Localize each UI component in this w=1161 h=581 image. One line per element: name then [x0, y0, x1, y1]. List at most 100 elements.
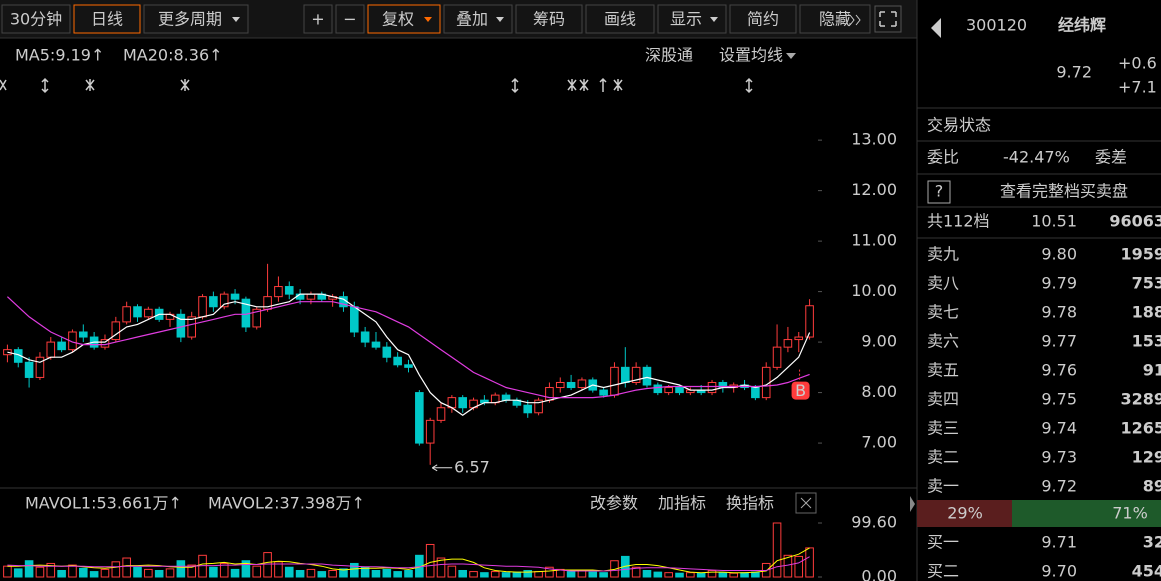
candle-body: [566, 381, 576, 389]
candle-body: [523, 404, 533, 414]
candle-body: [425, 419, 435, 444]
candle-body: [122, 306, 131, 323]
book-level: 卖三: [927, 419, 959, 438]
toolbar-button-label: −: [343, 10, 356, 29]
event-markers: [0, 77, 753, 94]
volume-bar: [675, 572, 684, 578]
close-box[interactable]: [795, 492, 817, 514]
book-level: 卖四: [927, 390, 959, 409]
levels-price: 10.51: [1031, 212, 1077, 231]
volume-bar: [3, 565, 12, 578]
toolbar-button-label: 画线: [604, 10, 636, 29]
volume-bar: [176, 560, 186, 578]
book-level: 卖七: [927, 303, 959, 322]
diff-label: 委差: [1095, 148, 1127, 167]
candle-body: [187, 316, 196, 338]
volume-bar: [230, 568, 240, 578]
volume-link[interactable]: 加指标: [658, 494, 706, 513]
candle-body: [501, 394, 511, 401]
full-book-link[interactable]: 查看完整档买卖盘: [1000, 182, 1128, 201]
fullscreen-button[interactable]: [874, 5, 902, 33]
more-arrow: [849, 14, 861, 26]
candle-body: [621, 366, 630, 383]
volume-bar: [566, 571, 576, 578]
ask-ratio-bar: [917, 500, 1012, 527]
volume-bar: [425, 543, 435, 578]
volume-bar: [490, 571, 500, 578]
candle-body: [306, 293, 316, 300]
candle-body: [133, 306, 142, 318]
book-volume: 188: [1132, 303, 1161, 322]
ratio-value: -42.47%: [1003, 148, 1070, 167]
book-level: 买一: [927, 533, 959, 552]
book-volume: 1265: [1120, 419, 1161, 438]
candle-body: [642, 366, 652, 386]
back-arrow[interactable]: [931, 18, 941, 38]
toolbar-button-label: +: [311, 10, 324, 29]
signal-label: B: [795, 381, 806, 400]
legend-entry: MAVOL2:37.398万↑: [208, 494, 365, 513]
volume-link[interactable]: 换指标: [726, 494, 774, 513]
toolbar-button[interactable]: [335, 4, 365, 34]
legend-entry: MAVOL1:53.661万↑: [25, 494, 182, 513]
volume-bar: [642, 569, 652, 578]
candle-body: [209, 296, 218, 308]
volume-bar: [111, 561, 121, 578]
dropdown-arrow: [232, 17, 240, 22]
volume-link[interactable]: 改参数: [590, 494, 638, 513]
candle-body: [577, 379, 587, 389]
toolbar-button-label: 显示: [670, 10, 702, 29]
candle-body: [458, 397, 467, 409]
toolbar-button[interactable]: [585, 4, 655, 34]
candle-body: [382, 346, 392, 358]
book-level: 卖五: [927, 361, 959, 380]
stock-name: 经纬辉: [1058, 16, 1106, 35]
volume-bar: [284, 566, 294, 578]
toolbar-button[interactable]: [303, 4, 333, 34]
book-price: 9.71: [1041, 533, 1077, 552]
toolbar-button[interactable]: [729, 4, 797, 34]
volume-ma-line: [7, 547, 810, 574]
toolbar-button[interactable]: [799, 4, 871, 34]
volume-bar: [480, 572, 489, 578]
volume-bar: [696, 572, 706, 578]
chart-link[interactable]: 深股通: [645, 46, 693, 65]
collapse-arrow[interactable]: [910, 496, 915, 512]
volume-bar: [68, 564, 77, 578]
y-tick-label: 99.60: [851, 513, 897, 532]
book-volume: 454: [1132, 562, 1161, 581]
book-price: 9.77: [1041, 332, 1077, 351]
section-label: 交易状态: [927, 116, 991, 135]
volume-bar: [339, 568, 348, 578]
bid-ratio-bar: [1012, 500, 1161, 527]
volume-bar: [686, 572, 695, 578]
book-price: 9.79: [1041, 274, 1077, 293]
volume-bar: [350, 562, 359, 578]
y-tick-label: 12.00: [851, 180, 897, 199]
candle-body: [707, 381, 717, 394]
candle-body: [783, 339, 793, 348]
volume-bar: [718, 572, 728, 578]
volume-bar: [263, 552, 272, 578]
help-box[interactable]: [927, 180, 951, 204]
chart-link[interactable]: 设置均线: [719, 46, 783, 65]
volume-bar: [274, 561, 283, 578]
volume-bar: [35, 566, 45, 578]
dropdown-arrow: [786, 53, 796, 59]
volume-bar: [79, 567, 88, 578]
fullscreen-icon: [879, 11, 897, 27]
candle-body: [24, 361, 34, 378]
toolbar-button[interactable]: [73, 4, 141, 34]
y-tick-label: 9.00: [861, 332, 897, 351]
toolbar-button[interactable]: [515, 4, 583, 34]
volume-bar: [89, 571, 99, 578]
toolbar-button[interactable]: [1, 4, 71, 34]
candle-body: [631, 366, 641, 383]
volume-bar: [133, 566, 142, 578]
book-price: 9.75: [1041, 390, 1077, 409]
book-level: 卖六: [927, 332, 959, 351]
volume-bar: [100, 568, 110, 578]
candle-body: [360, 331, 370, 343]
toolbar-button[interactable]: [143, 4, 249, 34]
